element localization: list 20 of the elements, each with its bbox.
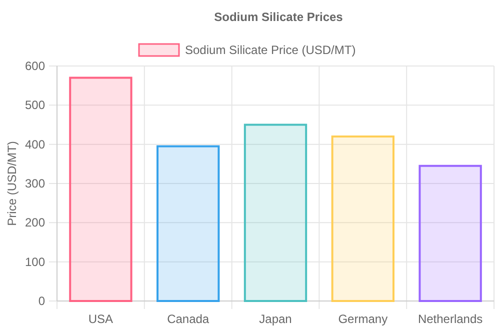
x-tick-label: USA bbox=[88, 312, 114, 326]
chart-title: Sodium Silicate Prices bbox=[214, 10, 344, 24]
bar bbox=[156, 145, 220, 302]
bar bbox=[69, 76, 132, 302]
y-tick-label: 200 bbox=[24, 216, 46, 230]
bar bbox=[244, 124, 308, 302]
y-tick-label: 300 bbox=[24, 176, 46, 190]
legend-label: Sodium Silicate Price (USD/MT) bbox=[185, 43, 356, 57]
y-tick-label: 400 bbox=[24, 137, 46, 152]
y-tick-label: 100 bbox=[24, 254, 46, 269]
y-tick-label: 500 bbox=[24, 98, 46, 112]
x-tick-label: Canada bbox=[167, 312, 210, 326]
y-axis-title: Price (USD/MT) bbox=[5, 141, 19, 226]
y-tick-label: 0 bbox=[38, 294, 46, 308]
x-tick-label: Netherlands bbox=[418, 312, 483, 326]
x-tick-label: Germany bbox=[338, 312, 388, 326]
bar bbox=[331, 136, 394, 302]
bar bbox=[418, 164, 482, 302]
y-tick-label: 600 bbox=[24, 59, 46, 73]
x-tick-label: Japan bbox=[259, 312, 292, 326]
